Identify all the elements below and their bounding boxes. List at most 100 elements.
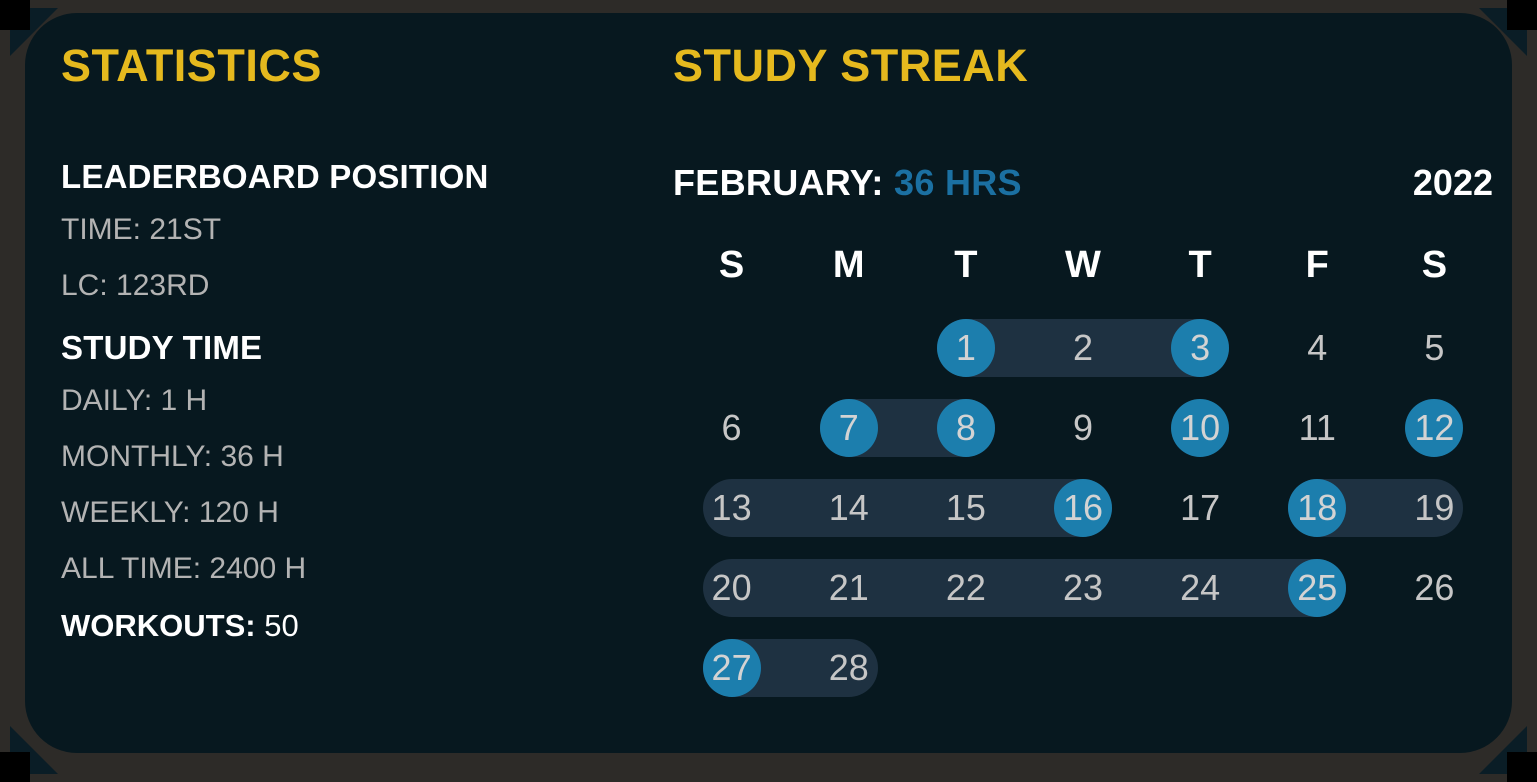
calendar-day-number: 9	[1072, 407, 1093, 448]
calendar-day-empty	[1376, 628, 1493, 708]
frame-corner-bottom-right	[1507, 752, 1537, 782]
calendar-day[interactable]: 4	[1259, 308, 1376, 388]
leaderboard-row-time: TIME: 21ST	[61, 213, 222, 246]
calendar-week-row: 20 21 22 23 24 25 26	[673, 548, 1493, 628]
calendar-day-number-active: 7	[819, 399, 878, 457]
calendar-day-number: 13	[711, 487, 752, 528]
calendar-day[interactable]: 20	[673, 548, 790, 628]
calendar-day[interactable]: 26	[1376, 548, 1493, 628]
calendar-day-number-active: 1	[936, 319, 995, 377]
calendar-week-row: 13 14 15 16 17 18 19	[673, 468, 1493, 548]
calendar-day[interactable]: 10	[1142, 388, 1259, 468]
calendar-day-number-active: 18	[1288, 479, 1347, 537]
weekday-header-5: F	[1305, 244, 1329, 286]
statistics-panel: STATISTICS LEADERBOARD POSITION TIME: 21…	[61, 43, 641, 641]
calendar-day[interactable]: 21	[790, 548, 907, 628]
calendar-day-number: 6	[721, 407, 742, 448]
calendar-day[interactable]: 24	[1142, 548, 1259, 628]
calendar-day-number: 4	[1307, 327, 1328, 368]
calendar-day-number-active: 16	[1053, 479, 1113, 537]
calendar-weeks: 1 2 3 4 5 6 7 8 9 10 11 12 13 14 15 16 17 18 19 20 21 22 23 24 2…	[673, 308, 1493, 708]
calendar-day-number-active: 3	[1171, 319, 1230, 377]
frame-corner-bottom-left	[0, 752, 30, 782]
calendar-day[interactable]: 13	[673, 468, 790, 548]
calendar-day-number: 2	[1072, 327, 1093, 368]
calendar-day-number: 5	[1424, 327, 1445, 368]
dashboard-card: STATISTICS LEADERBOARD POSITION TIME: 21…	[25, 13, 1512, 753]
month-name: FEBRUARY:	[673, 162, 884, 203]
calendar-day-empty	[673, 308, 790, 388]
calendar-day[interactable]: 7	[790, 388, 907, 468]
calendar-day[interactable]: 28	[790, 628, 907, 708]
weekday-header-3: W	[1065, 244, 1101, 286]
calendar-day-number: 22	[945, 567, 986, 608]
calendar-day-empty	[1024, 628, 1141, 708]
calendar-day[interactable]: 1	[907, 308, 1024, 388]
weekday-header-2: T	[954, 244, 978, 286]
calendar-day[interactable]: 16	[1024, 468, 1141, 548]
calendar-day[interactable]: 15	[907, 468, 1024, 548]
year-label: 2022	[1412, 162, 1493, 203]
calendar-week-row: 6 7 8 9 10 11 12	[673, 388, 1493, 468]
statistics-title: STATISTICS	[61, 40, 322, 91]
weekday-header-4: T	[1188, 244, 1212, 286]
calendar-day-number-active: 25	[1288, 559, 1347, 617]
calendar-day-number-active: 8	[936, 399, 995, 457]
weekday-header-6: S	[1421, 244, 1448, 286]
calendar-day[interactable]: 12	[1376, 388, 1493, 468]
calendar-day-empty	[907, 628, 1024, 708]
calendar-day[interactable]: 23	[1024, 548, 1141, 628]
calendar-day[interactable]: 14	[790, 468, 907, 548]
calendar-day[interactable]: 27	[673, 628, 790, 708]
calendar-day-number-active: 10	[1171, 399, 1230, 457]
calendar-day[interactable]: 3	[1142, 308, 1259, 388]
frame-corner-top-left	[0, 0, 30, 30]
calendar-day[interactable]: 25	[1259, 548, 1376, 628]
study-time-row-weekly: WEEKLY: 120 H	[61, 496, 279, 529]
calendar-day-number: 11	[1298, 407, 1336, 448]
calendar-week-row: 1 2 3 4 5	[673, 308, 1493, 388]
calendar-day[interactable]: 2	[1024, 308, 1141, 388]
calendar-day-number: 26	[1414, 567, 1455, 608]
calendar-day[interactable]: 18	[1259, 468, 1376, 548]
calendar-day[interactable]: 11	[1259, 388, 1376, 468]
calendar-day[interactable]: 5	[1376, 308, 1493, 388]
calendar-day[interactable]: 8	[907, 388, 1024, 468]
calendar-day-number-active: 27	[702, 639, 761, 697]
month-summary-row: FEBRUARY: 36 HRS 2022	[673, 160, 1493, 206]
weekday-header-0: S	[718, 244, 745, 286]
workouts-row: WORKOUTS: 50	[61, 610, 641, 641]
frame-corner-top-right	[1507, 0, 1537, 30]
calendar-day-number: 19	[1414, 487, 1455, 528]
calendar-day-number: 15	[945, 487, 986, 528]
calendar-day-number: 24	[1180, 567, 1221, 608]
leaderboard-position-heading: LEADERBOARD POSITION	[61, 158, 489, 195]
calendar-day-number-active: 12	[1405, 399, 1464, 457]
calendar-day-number: 28	[828, 647, 869, 688]
month-hours-value: 36 HRS	[894, 162, 1022, 203]
leaderboard-row-lc: LC: 123RD	[61, 269, 210, 302]
calendar-day-empty	[1259, 628, 1376, 708]
calendar-day-number: 17	[1180, 487, 1221, 528]
month-label: FEBRUARY: 36 HRS	[673, 160, 1022, 206]
calendar-day[interactable]: 17	[1142, 468, 1259, 548]
calendar-day[interactable]: 6	[673, 388, 790, 468]
workouts-value: 50	[264, 608, 299, 643]
calendar-day-empty	[1142, 628, 1259, 708]
calendar-day-number: 23	[1062, 567, 1104, 608]
calendar-day[interactable]: 9	[1024, 388, 1141, 468]
calendar-week-row: 27 28	[673, 628, 1493, 708]
calendar-day[interactable]: 22	[907, 548, 1024, 628]
calendar-day[interactable]: 19	[1376, 468, 1493, 548]
study-streak-title: STUDY STREAK	[673, 40, 1029, 91]
study-time-row-daily: DAILY: 1 H	[61, 384, 208, 417]
calendar-day-number: 20	[711, 567, 752, 608]
calendar-day-empty	[790, 308, 907, 388]
study-time-row-all-time: ALL TIME: 2400 H	[61, 552, 307, 585]
workouts-label: WORKOUTS:	[61, 608, 256, 643]
calendar-day-number: 14	[828, 487, 869, 528]
